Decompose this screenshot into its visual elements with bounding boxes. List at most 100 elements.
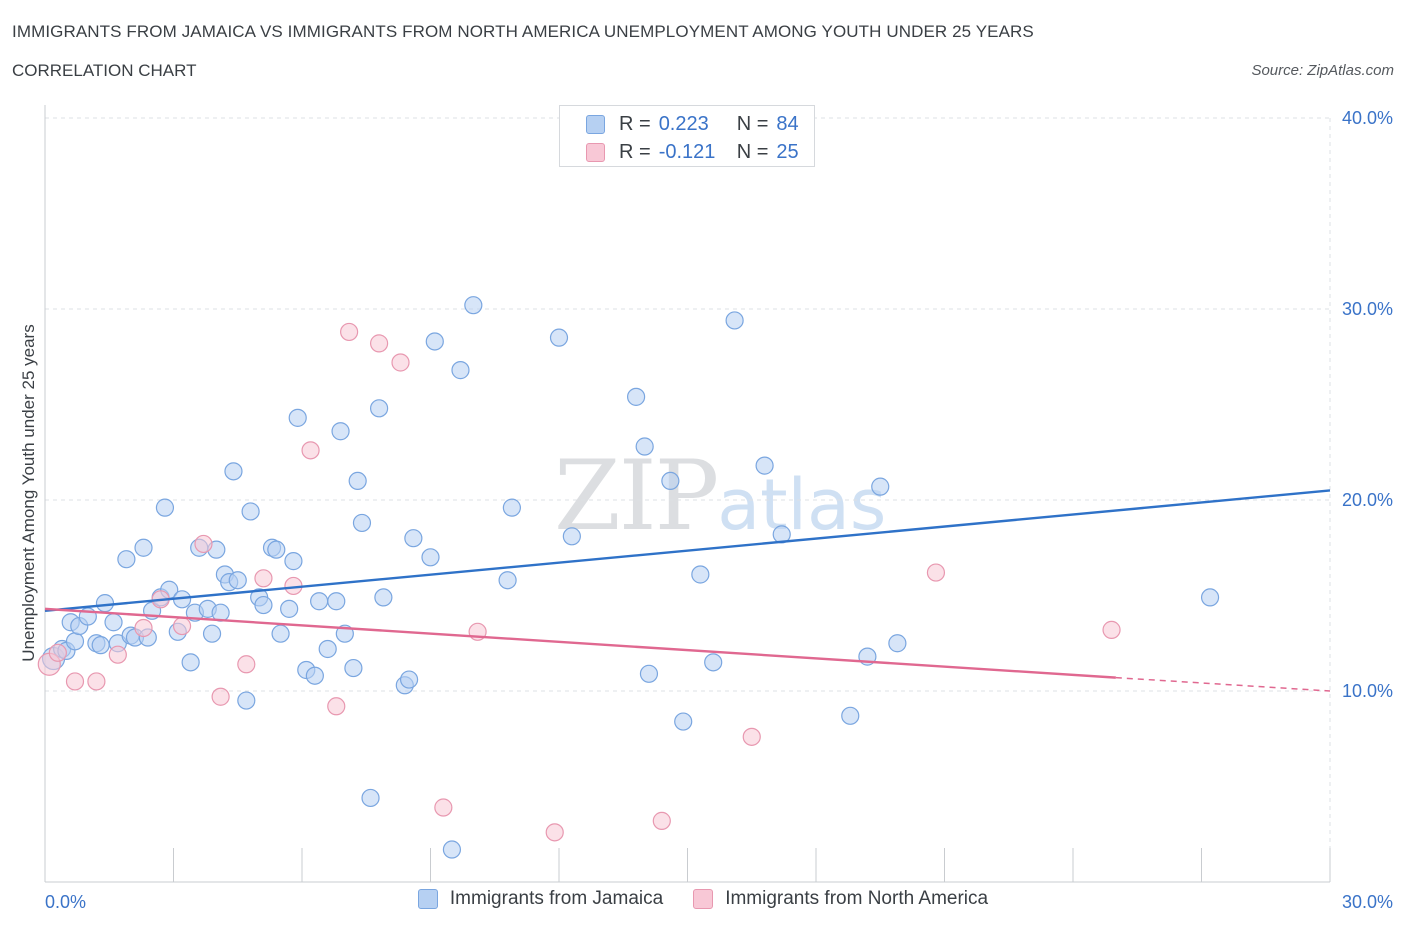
point-jamaica: [626, 387, 646, 406]
point-jamaica: [241, 502, 260, 521]
point-jamaica: [254, 595, 273, 615]
point-jamaica: [399, 670, 419, 689]
point-north-america: [926, 563, 946, 582]
point-north-america: [391, 353, 410, 372]
y-axis-label: Unemployment Among Youth under 25 years: [19, 324, 38, 661]
point-jamaica: [305, 666, 324, 685]
point-jamaica: [464, 296, 483, 315]
point-north-america: [134, 618, 153, 638]
point-jamaica: [280, 599, 299, 618]
point-jamaica: [271, 624, 290, 643]
point-jamaica: [755, 456, 774, 475]
watermark-atlas: atlas: [717, 464, 887, 546]
point-north-america: [108, 645, 127, 664]
point-north-america: [1102, 620, 1121, 639]
point-jamaica: [635, 437, 654, 456]
point-jamaica: [344, 658, 363, 678]
point-jamaica: [888, 634, 907, 653]
legend-row-north-america: R = -0.121 N = 25: [586, 140, 799, 164]
y-tick-label: 20.0%: [1342, 490, 1393, 510]
point-north-america: [652, 811, 671, 830]
y-tick-label: 10.0%: [1342, 681, 1393, 701]
legend-row-jamaica: R = 0.223 N = 84: [586, 112, 799, 136]
point-jamaica: [421, 548, 440, 567]
legend-n-label: N =: [736, 112, 769, 135]
point-jamaica: [91, 636, 110, 655]
point-jamaica: [267, 540, 286, 559]
point-jamaica: [704, 653, 723, 672]
point-jamaica: [370, 399, 389, 418]
series-legend-jamaica: Immigrants from Jamaica: [417, 888, 664, 910]
point-north-america: [301, 441, 320, 460]
series-legend-north-america: Immigrants from North America: [693, 888, 988, 910]
point-jamaica: [284, 552, 303, 571]
point-jamaica: [181, 653, 200, 672]
point-north-america: [434, 798, 453, 817]
point-jamaica: [237, 691, 256, 710]
point-north-america: [237, 655, 256, 674]
x-tick-label: 0.0%: [45, 892, 86, 912]
trend-lines: [44, 489, 1331, 692]
tick-labels: 10.0% 20.0% 30.0% 40.0% 0.0% 30.0%: [45, 108, 1393, 912]
point-jamaica: [104, 613, 123, 632]
point-north-america: [172, 616, 192, 636]
legend-r-label: R =: [619, 140, 651, 163]
point-north-america: [48, 643, 67, 662]
point-jamaica: [374, 588, 393, 607]
point-jamaica: [502, 498, 521, 517]
series-swatch-north-america: [693, 889, 714, 909]
point-jamaica: [134, 538, 153, 557]
point-jamaica: [310, 592, 329, 611]
data-points: [37, 296, 1220, 859]
point-jamaica: [202, 624, 222, 643]
point-jamaica: [725, 311, 744, 330]
stats-legend: R = 0.223 N = 84 R = -0.121 N = 25: [559, 105, 815, 167]
point-jamaica: [841, 706, 860, 725]
point-jamaica: [691, 565, 710, 584]
point-north-america: [254, 569, 273, 588]
legend-r-value: -0.121: [658, 140, 716, 163]
point-north-america: [65, 672, 85, 691]
source-label: Source: ZipAtlas.com: [1251, 62, 1394, 79]
legend-r-label: R =: [619, 112, 651, 135]
point-north-america: [742, 727, 761, 746]
point-jamaica: [155, 498, 175, 517]
series-label-jamaica: Immigrants from Jamaica: [449, 888, 664, 909]
point-jamaica: [498, 571, 517, 590]
grid-lines: [45, 117, 1331, 882]
point-jamaica: [639, 664, 659, 683]
watermark-logo: ZIPatlas: [554, 440, 886, 552]
legend-swatch-jamaica: [586, 114, 605, 134]
point-jamaica: [65, 632, 85, 651]
point-jamaica: [674, 712, 693, 731]
point-jamaica: [318, 639, 337, 659]
point-jamaica: [327, 592, 346, 611]
point-north-america: [327, 697, 346, 716]
trend-line-north-america: [44, 607, 1116, 679]
point-jamaica: [451, 361, 470, 380]
series-swatch-jamaica: [417, 889, 438, 909]
point-jamaica: [549, 328, 569, 347]
point-jamaica: [1200, 588, 1220, 607]
legend-n-label: N =: [736, 140, 769, 163]
trend-line-jamaica: [44, 489, 1331, 612]
chart-title: IMMIGRANTS FROM JAMAICA VS IMMIGRANTS FR…: [12, 22, 1034, 41]
legend-swatch-north-america: [586, 142, 605, 162]
point-jamaica: [117, 550, 136, 569]
x-tick-label: 30.0%: [1342, 892, 1393, 912]
point-jamaica: [442, 840, 462, 859]
series-legend: Immigrants from Jamaica Immigrants from …: [0, 888, 1406, 910]
series-label-north-america: Immigrants from North America: [725, 888, 989, 909]
point-jamaica: [352, 513, 372, 533]
point-north-america: [194, 534, 213, 554]
legend-n-value: 84: [776, 112, 799, 135]
point-jamaica: [871, 477, 890, 496]
legend-n-value: 25: [776, 140, 799, 163]
y-tick-label: 30.0%: [1342, 299, 1393, 319]
point-north-america: [211, 687, 230, 706]
watermark-zip: ZIP: [554, 440, 719, 552]
point-jamaica: [288, 408, 307, 427]
chart-subtitle: CORRELATION CHART: [12, 61, 197, 80]
point-jamaica: [562, 527, 581, 546]
point-jamaica: [425, 332, 444, 351]
